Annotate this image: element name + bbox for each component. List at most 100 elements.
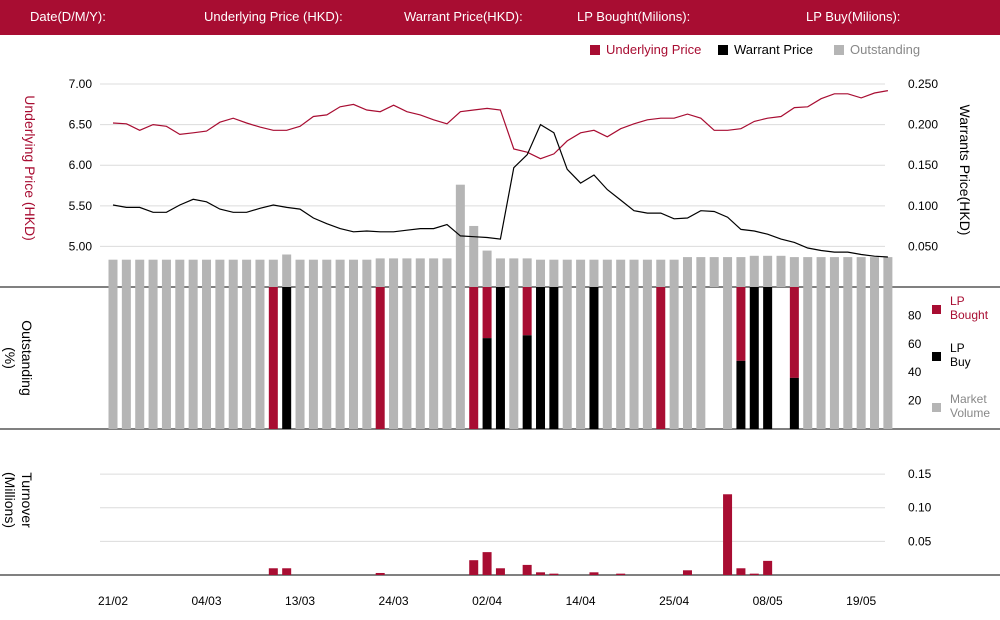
outstanding-bar xyxy=(375,258,385,287)
legend-outstanding-label: Outstanding xyxy=(850,42,921,57)
outstanding-bar xyxy=(242,259,252,287)
market-volume-bar xyxy=(255,287,265,429)
outstanding-bar xyxy=(616,259,626,287)
lp-bought-label: LP Bought(Milions): xyxy=(577,9,691,24)
turnover-bar xyxy=(589,572,599,575)
info-bar: Date(D/M/Y): Underlying Price (HKD): War… xyxy=(0,0,1000,35)
y-tick-pct: 60 xyxy=(908,337,922,351)
outstanding-bar xyxy=(308,259,318,287)
market-volume-bar xyxy=(335,287,345,429)
y-tick-right: 0.250 xyxy=(908,77,938,91)
legend-label-pct: LP xyxy=(950,341,965,355)
outstanding-bar xyxy=(148,259,158,287)
lp-bought-bar xyxy=(789,287,799,378)
outstanding-bar xyxy=(776,255,786,287)
legend-underlying-label: Underlying Price xyxy=(606,42,702,57)
y-tick-right: 0.100 xyxy=(908,199,938,213)
x-tick-label: 21/02 xyxy=(98,594,128,608)
y-tick-left: 6.00 xyxy=(69,158,93,172)
turnover-bar xyxy=(375,572,385,575)
outstanding-bar xyxy=(669,259,679,287)
market-volume-bar xyxy=(121,287,131,429)
legend-swatch-outstanding xyxy=(834,45,844,55)
outstanding-bar xyxy=(228,259,238,287)
y-tick-right: 0.200 xyxy=(908,118,938,132)
outstanding-bar xyxy=(389,258,399,287)
market-volume-bar xyxy=(816,287,826,429)
market-volume-bar xyxy=(188,287,198,429)
market-volume-bar xyxy=(562,287,572,429)
lp-buy-bar xyxy=(495,287,505,429)
turnover-bar xyxy=(763,560,773,575)
market-volume-bar xyxy=(202,287,212,429)
legend-label-pct: Market xyxy=(950,392,987,406)
x-tick-label: 02/04 xyxy=(472,594,502,608)
legend-label-pct: Volume xyxy=(950,406,990,420)
market-volume-bar xyxy=(402,287,412,429)
outstanding-bar xyxy=(188,259,198,287)
lp-bought-bar xyxy=(736,287,746,361)
market-volume-bar xyxy=(429,287,439,429)
y-axis-title-turnover-unit: (Millions) xyxy=(2,472,18,528)
y-tick-turnover: 0.05 xyxy=(908,534,932,548)
legend-label-pct: Bought xyxy=(950,308,989,322)
outstanding-bar xyxy=(161,259,171,287)
lp-buy-bar xyxy=(736,360,746,429)
market-volume-bar xyxy=(669,287,679,429)
turnover-bar xyxy=(736,568,746,575)
turnover-bar xyxy=(282,568,292,575)
legend-outstanding[interactable]: Outstanding xyxy=(834,42,920,57)
turnover-bar xyxy=(616,573,626,575)
outstanding-bar xyxy=(576,259,586,287)
market-volume-bar xyxy=(509,287,519,429)
outstanding-bar xyxy=(469,225,479,287)
outstanding-bar xyxy=(696,257,706,287)
legend-warrant[interactable]: Warrant Price xyxy=(718,42,813,57)
turnover-bar xyxy=(536,572,546,575)
lp-buy-bar xyxy=(522,335,532,429)
turnover-bar xyxy=(482,552,492,575)
market-volume-bar xyxy=(455,287,465,429)
lp-buy-bar xyxy=(763,287,773,429)
legend-swatch-warrant xyxy=(718,45,728,55)
lp-buy-bar xyxy=(536,287,546,429)
market-volume-bar xyxy=(228,287,238,429)
turnover-bar xyxy=(495,568,505,575)
outstanding-bar xyxy=(108,259,118,287)
x-tick-label: 24/03 xyxy=(379,594,409,608)
y-tick-turnover: 0.10 xyxy=(908,501,932,515)
outstanding-bar xyxy=(536,259,546,287)
lp-bought-bar xyxy=(656,287,666,429)
market-volume-bar xyxy=(829,287,839,429)
outstanding-bar xyxy=(335,259,345,287)
outstanding-bar xyxy=(629,259,639,287)
market-volume-bar xyxy=(161,287,171,429)
x-tick-label: 19/05 xyxy=(846,594,876,608)
y-axis-title-pct: Outstanding xyxy=(19,320,35,396)
y-tick-left: 6.50 xyxy=(69,118,93,132)
outstanding-bar xyxy=(803,257,813,287)
outstanding-bar xyxy=(121,259,131,287)
lp-buy-label: LP Buy(Milions): xyxy=(806,9,901,24)
outstanding-bar xyxy=(415,258,425,287)
outstanding-bar xyxy=(402,258,412,287)
x-tick-label: 13/03 xyxy=(285,594,315,608)
market-volume-bar xyxy=(856,287,866,429)
x-tick-label: 25/04 xyxy=(659,594,689,608)
market-volume-bar xyxy=(108,287,118,429)
legend-swatch-pct xyxy=(932,403,941,412)
outstanding-bar xyxy=(602,259,612,287)
legend-underlying[interactable]: Underlying Price xyxy=(590,42,701,57)
y-tick-turnover: 0.15 xyxy=(908,467,932,481)
legend-label-pct: LP xyxy=(950,294,965,308)
market-volume-bar xyxy=(242,287,252,429)
market-volume-bar xyxy=(843,287,853,429)
market-volume-bar xyxy=(723,287,733,429)
outstanding-bar xyxy=(509,258,519,287)
turnover-bar xyxy=(549,573,559,575)
market-volume-bar xyxy=(696,287,706,429)
y-tick-right: 0.050 xyxy=(908,239,938,253)
outstanding-bar xyxy=(870,257,880,287)
market-volume-bar xyxy=(602,287,612,429)
